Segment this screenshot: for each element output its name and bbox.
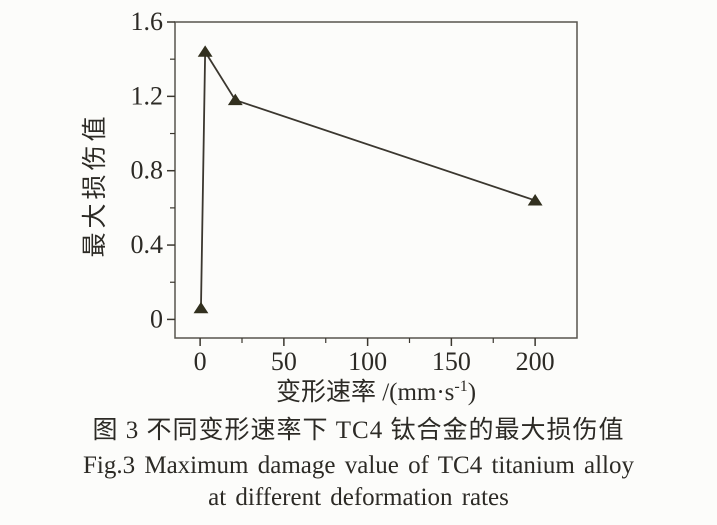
y-axis-tick-label: 0 [150,304,163,333]
y-axis-tick-label: 1.6 [131,7,164,36]
data-point-marker [527,194,543,206]
data-point-marker [197,45,213,57]
plot-frame [174,21,578,339]
x-axis-tick-label: 100 [348,347,387,376]
data-point-marker [193,301,209,314]
y-axis-tick-label: 1.2 [131,81,164,110]
y-axis-tick-label: 0.8 [131,156,164,185]
caption-english-line2: at different deformation rates [208,484,509,511]
y-axis-tick-label: 0.4 [131,230,164,259]
caption-english-line1: Fig.3 Maximum damage value of TC4 titani… [82,452,635,479]
x-axis-tick-label: 0 [194,347,207,376]
data-line [200,50,536,309]
x-axis-tick-label: 200 [516,347,555,376]
data-point-marker [227,93,243,106]
caption-chinese: 图 3 不同变形速率下 TC4 钛合金的最大损伤值 [92,417,625,444]
y-axis-title: 最大损伤值 [81,112,109,257]
x-axis-title: 变形速率 /(mm·s-1) [276,378,476,406]
x-axis-tick-label: 150 [432,347,471,376]
x-axis-tick-label: 50 [271,347,297,376]
